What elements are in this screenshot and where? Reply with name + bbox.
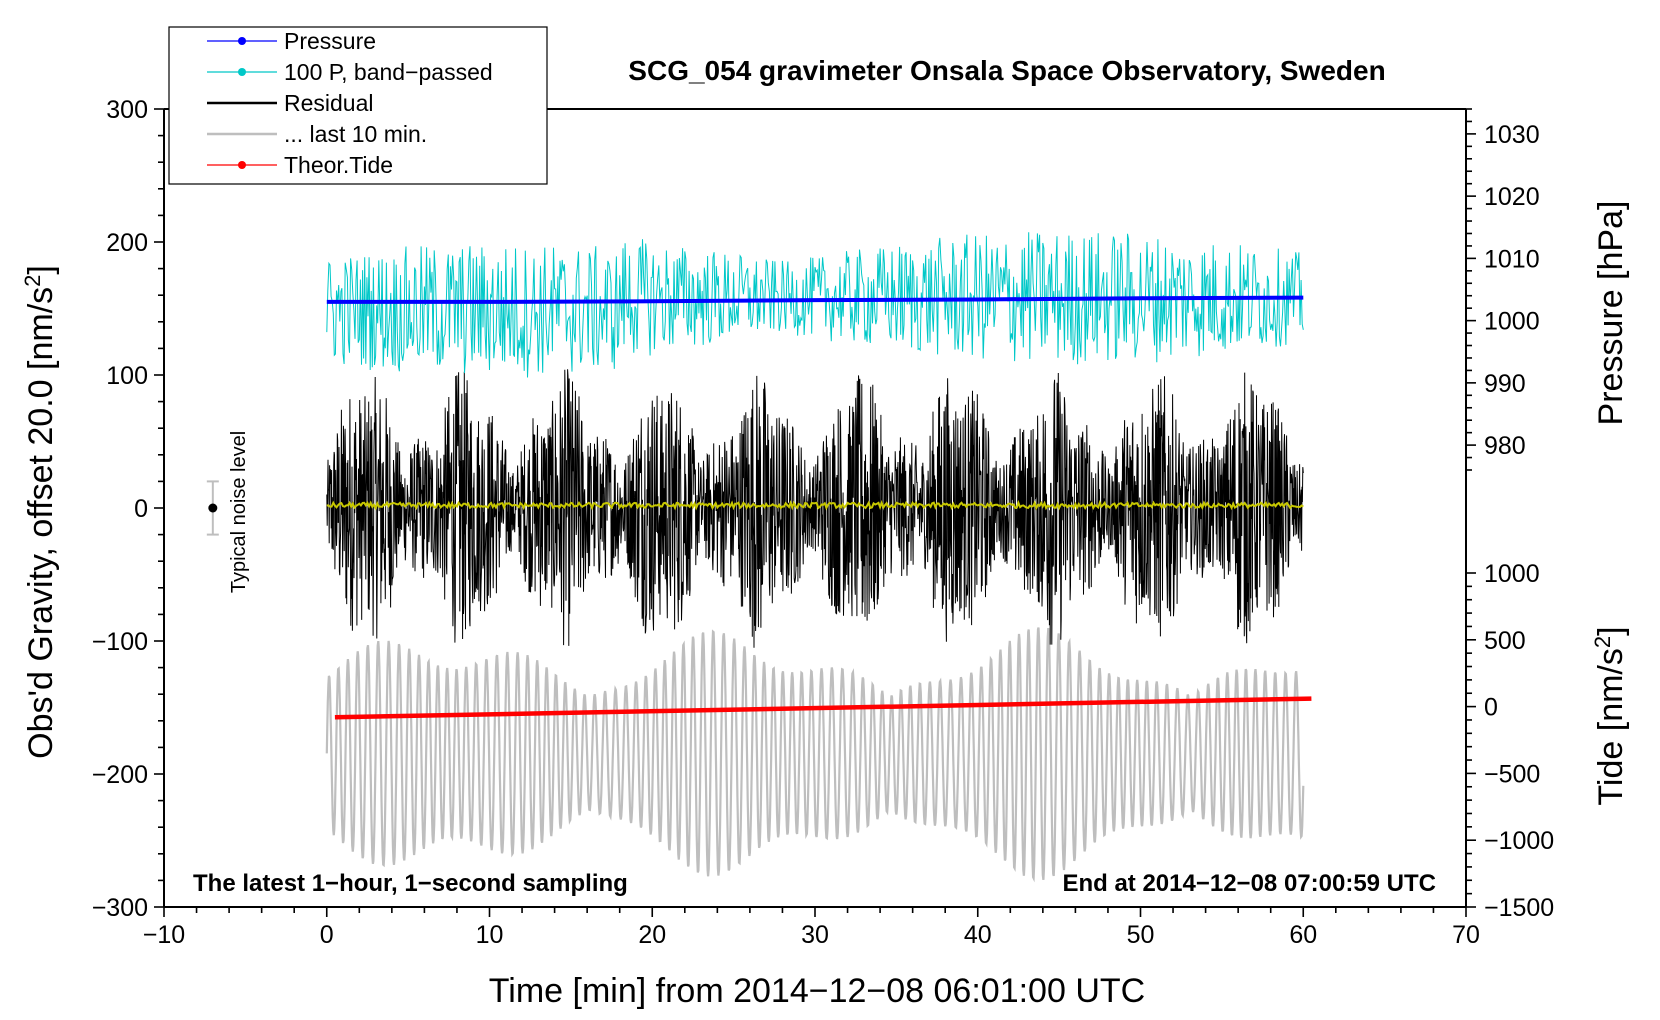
tide-tick-label: −1000: [1484, 827, 1554, 855]
tide-axis-title-main: Tide [nm/s: [1592, 648, 1630, 805]
y-tick-label: 300: [106, 96, 148, 124]
y-axis-title-sup: 2: [20, 275, 45, 287]
noise-level-label: Typical noise level: [228, 431, 250, 593]
y-tick-label: −100: [92, 628, 148, 656]
legend-label: Residual: [284, 90, 374, 116]
x-tick-label: 60: [1289, 921, 1317, 949]
x-tick-label: 30: [801, 921, 829, 949]
x-tick-label: 40: [964, 921, 992, 949]
y-axis-title-close: ]: [22, 265, 60, 274]
x-axis-title: Time [min] from 2014−12−08 06:01:00 UTC: [489, 972, 1145, 1010]
x-tick-label: 0: [320, 921, 334, 949]
y-axis-title-main: Obs'd Gravity, offset 20.0 [nm/s: [22, 287, 60, 759]
noise-center-dot: [208, 503, 218, 513]
residual-mean-line: [326, 499, 1304, 511]
x-tick-label: 10: [476, 921, 504, 949]
y-tick-label: −300: [92, 894, 148, 922]
tide-tick-label: 1000: [1484, 560, 1540, 588]
tide-tick-label: 0: [1484, 694, 1498, 722]
legend-swatch-marker: [238, 161, 246, 169]
y-axis-title: Obs'd Gravity, offset 20.0 [nm/s2]: [20, 265, 60, 759]
legend-swatch-marker: [238, 37, 246, 45]
pressure-tick-label: 1030: [1484, 121, 1540, 149]
legend-label: Pressure: [284, 28, 376, 54]
pressure-tick-label: 1020: [1484, 183, 1540, 211]
y-tick-label: 200: [106, 229, 148, 257]
legend-label: Theor.Tide: [284, 152, 393, 178]
band-passed-pressure-line: [326, 232, 1304, 378]
pressure-tick-label: 990: [1484, 370, 1526, 398]
traces-layer: [325, 232, 1312, 883]
last-10-min-line: [325, 627, 1305, 883]
pressure-line: [326, 295, 1304, 304]
legend-box: [168, 26, 548, 185]
y-tick-label: −200: [92, 761, 148, 789]
tide-axis-title-close: ]: [1592, 626, 1630, 635]
pressure-tick-label: 1000: [1484, 308, 1540, 336]
pressure-tick-label: 980: [1484, 432, 1526, 460]
legend-swatch-marker: [238, 68, 246, 76]
y-tick-label: 0: [134, 495, 148, 523]
residual-line: [326, 369, 1304, 648]
legend: Pressure 100 P, band−passed Residual ... la…: [168, 26, 548, 185]
tide-axis-title-sup: 2: [1590, 636, 1615, 648]
annotation-sampling: The latest 1−hour, 1−second sampling: [193, 870, 628, 897]
pressure-tick-label: 1010: [1484, 245, 1540, 273]
x-tick-label: 50: [1127, 921, 1155, 949]
theoretical-tide-line: [334, 696, 1312, 720]
x-tick-label: 70: [1452, 921, 1480, 949]
tide-tick-label: 500: [1484, 627, 1526, 655]
tide-tick-label: −500: [1484, 760, 1540, 788]
axes-layer: −10 0 10 20 30 40 50 60 70−300−200−1000100200300…: [92, 96, 1555, 949]
annotation-end-time: End at 2014−12−08 07:00:59 UTC: [1062, 870, 1436, 897]
pressure-axis-title: Pressure [hPa]: [1592, 201, 1630, 426]
legend-label: 100 P, band−passed: [284, 59, 493, 85]
y-tick-label: 100: [106, 362, 148, 390]
x-tick-label: −10: [143, 921, 185, 949]
tide-axis-title: Tide [nm/s2]: [1590, 626, 1630, 805]
tide-tick-label: −1500: [1484, 894, 1554, 922]
x-tick-label: 20: [638, 921, 666, 949]
legend-label: ... last 10 min.: [284, 121, 427, 147]
chart-title: SCG_054 gravimeter Onsala Space Observat…: [628, 55, 1385, 86]
